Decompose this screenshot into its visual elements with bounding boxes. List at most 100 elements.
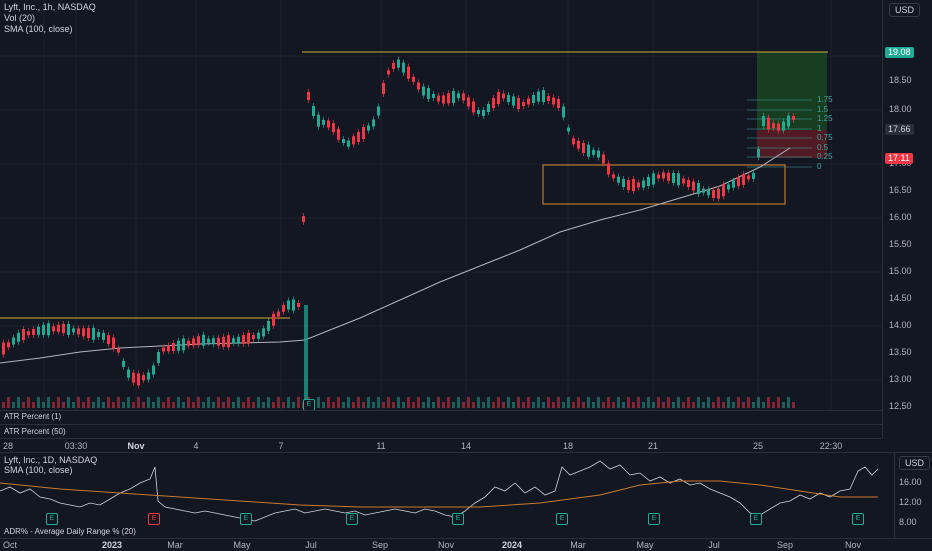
volume-bar <box>782 402 785 408</box>
volume-bar <box>562 402 565 408</box>
volume-bar <box>152 402 155 408</box>
volume-bar <box>167 397 170 408</box>
sma-legend[interactable]: SMA (100, close) <box>4 24 73 34</box>
volume-bar <box>417 397 420 408</box>
adr-indicator-label[interactable]: ADR% - Average Daily Range % (20) <box>4 527 136 536</box>
chart-symbol-legend[interactable]: Lyft, Inc., 1h, NASDAQ <box>4 2 96 12</box>
candle-body <box>132 372 135 383</box>
candle-body <box>277 311 280 317</box>
earnings-marker[interactable]: E <box>556 513 568 525</box>
candle-body <box>172 343 175 351</box>
daily-time-axis[interactable]: Oct 2023 Mar May Jul Sep Nov 2024 Mar Ma… <box>0 538 932 551</box>
volume-series <box>2 305 795 408</box>
volume-bar <box>432 402 435 408</box>
volume-bar <box>607 397 610 408</box>
volume-bar <box>157 397 160 408</box>
volume-bar <box>397 397 400 408</box>
volume-bar <box>72 402 75 408</box>
price-axis[interactable]: USD 18.50 18.00 17.00 16.50 16.00 15.50 … <box>882 0 932 438</box>
volume-bar <box>737 397 740 408</box>
volume-bar <box>512 402 515 408</box>
volume-bar <box>277 397 280 408</box>
daily-time-tick: Sep <box>371 540 389 550</box>
main-chart-canvas[interactable] <box>0 0 882 410</box>
candle-body <box>552 97 555 105</box>
daily-time-tick: Nov <box>437 540 455 550</box>
candle-body <box>522 102 525 106</box>
pane-divider[interactable] <box>0 424 882 425</box>
volume-bar <box>662 402 665 408</box>
volume-bar <box>202 402 205 408</box>
consolidation-box[interactable] <box>542 164 786 205</box>
volume-bar <box>242 402 245 408</box>
volume-bar <box>2 402 5 408</box>
candle-body <box>37 326 40 335</box>
earnings-marker[interactable]: E <box>346 513 358 525</box>
daily-price-line <box>0 460 879 522</box>
earnings-marker[interactable]: E <box>148 513 160 525</box>
daily-time-tick: May <box>636 540 654 550</box>
daily-sma-legend[interactable]: SMA (100, close) <box>4 465 73 475</box>
candle-body <box>137 373 140 386</box>
volume-bar <box>32 402 35 408</box>
volume-bar <box>467 397 470 408</box>
candle-body <box>162 347 165 352</box>
earnings-marker[interactable]: E <box>648 513 660 525</box>
volume-legend[interactable]: Vol (20) <box>4 13 36 23</box>
candle-body <box>477 110 480 114</box>
volume-bar <box>717 397 720 408</box>
volume-bar <box>567 397 570 408</box>
volume-bar <box>507 397 510 408</box>
current-price-badge[interactable]: 17.66 <box>885 124 914 135</box>
main-chart-pane[interactable]: Lyft, Inc., 1h, NASDAQ Vol (20) SMA (100… <box>0 0 882 436</box>
atr-1-label[interactable]: ATR Percent (1) <box>4 412 62 421</box>
time-axis[interactable]: 28 03:30 Nov 4 7 11 14 18 21 25 22:30 <box>0 438 882 453</box>
candle-body <box>557 99 560 108</box>
long-position-loss-zone[interactable] <box>757 130 827 158</box>
earnings-marker[interactable]: E <box>240 513 252 525</box>
volume-bar <box>182 402 185 408</box>
daily-chart-pane[interactable]: Lyft, Inc., 1D, NASDAQ SMA (100, close) … <box>0 452 894 539</box>
volume-bar <box>787 397 790 408</box>
candle-body <box>77 328 80 335</box>
candle-body <box>517 98 520 109</box>
daily-price-axis[interactable]: USD 16.00 12.00 8.00 <box>894 452 932 539</box>
earnings-marker[interactable]: E <box>46 513 58 525</box>
currency-button[interactable]: USD <box>889 3 921 17</box>
volume-bar <box>757 397 760 408</box>
atr-50-label[interactable]: ATR Percent (50) <box>4 427 66 436</box>
candle-body <box>72 328 75 333</box>
volume-bar <box>47 397 50 408</box>
candle-body <box>662 172 665 179</box>
candle-body <box>202 334 205 346</box>
target-price-badge[interactable]: 19.08 <box>885 47 914 58</box>
volume-bar <box>422 402 425 408</box>
volume-bar <box>17 397 20 408</box>
daily-currency-button[interactable]: USD <box>899 456 931 470</box>
volume-bar <box>322 402 325 408</box>
candle-body <box>692 181 695 191</box>
daily-time-tick: 2024 <box>501 540 523 550</box>
candle-body <box>387 70 390 75</box>
volume-bar <box>127 397 130 408</box>
price-tick: 14.00 <box>889 320 912 330</box>
daily-price-tick: 8.00 <box>899 517 917 527</box>
candle-body <box>622 179 625 187</box>
daily-chart-canvas[interactable] <box>0 453 894 539</box>
candle-body <box>322 119 325 125</box>
earnings-marker[interactable]: E <box>750 513 762 525</box>
candle-body <box>577 140 580 149</box>
candle-body <box>752 172 755 179</box>
candle-body <box>572 138 575 145</box>
earnings-marker[interactable]: E <box>852 513 864 525</box>
candle-body <box>607 163 610 175</box>
volume-bar <box>377 397 380 408</box>
daily-time-tick: Oct <box>2 540 18 550</box>
daily-symbol-legend[interactable]: Lyft, Inc., 1D, NASDAQ <box>4 455 98 465</box>
price-tick: 18.00 <box>889 104 912 114</box>
stop-price-badge[interactable]: 17.11 <box>885 153 913 164</box>
earnings-marker[interactable]: E <box>452 513 464 525</box>
daily-time-tick: 2023 <box>101 540 123 550</box>
pane-divider[interactable] <box>0 410 882 411</box>
candle-body <box>712 190 715 198</box>
